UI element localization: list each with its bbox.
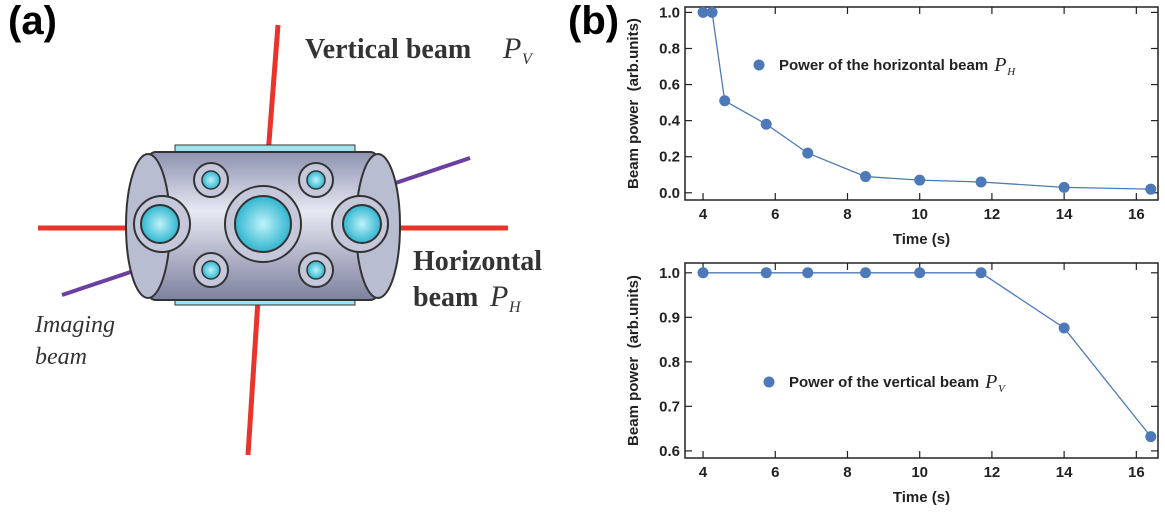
data-point [802,147,814,159]
horizontal-label: beam [413,282,478,313]
x-tick-label: 16 [1128,464,1145,481]
data-point [1145,183,1157,195]
legend-subscript: H [1006,66,1016,78]
plot-frame [684,262,1159,459]
data-point [914,267,926,279]
y-tick-label: 0.9 [659,309,680,326]
x-tick-label: 6 [771,464,779,481]
imaging-label: Imaging [34,312,115,338]
y-tick-label: 0.8 [659,354,680,371]
legend-label: Power of the horizontal beam [779,57,988,74]
data-point [1058,322,1070,334]
x-tick-label: 10 [911,206,928,223]
x-axis-label: Time (s) [893,231,950,248]
data-point [1145,431,1157,443]
series-line [703,11,1151,190]
x-tick-label: 8 [843,464,851,481]
data-point [860,267,872,279]
x-tick-label: 16 [1128,206,1145,223]
y-tick-label: 1.0 [659,265,680,282]
y-tick-label: 0.7 [659,398,680,415]
y-tick-label: 0.6 [659,77,680,94]
x-tick-label: 12 [984,206,1001,223]
legend-marker [753,59,765,71]
legend-marker [763,376,775,388]
data-point [719,95,731,107]
x-tick-label: 14 [1056,206,1073,223]
panel-label: (a) [8,0,57,43]
data-point [760,118,772,130]
x-tick-label: 4 [699,464,708,481]
y-tick-label: 0.4 [659,113,681,130]
y-tick-label: 0.6 [659,443,680,460]
panel-label: (b) [568,0,619,43]
data-point [697,6,709,18]
data-point [1058,181,1070,193]
y-axis-label: Beam power (arb.units) [625,275,642,446]
y-tick-label: 0.8 [659,40,680,57]
plot-frame [684,6,1159,201]
x-axis-label: Time (s) [893,489,950,506]
x-tick-label: 6 [771,206,779,223]
data-point [975,267,987,279]
x-tick-label: 14 [1056,464,1073,481]
legend-subscript: V [998,383,1006,395]
data-point [706,6,718,18]
series-line [703,272,1152,438]
data-point [802,267,814,279]
legend-label: Power of the vertical beam [789,374,979,391]
data-point [760,267,772,279]
x-tick-label: 4 [699,206,708,223]
y-tick-label: 0.0 [659,185,680,202]
data-point [697,267,709,279]
data-point [914,174,926,186]
legend-symbol: P [984,371,997,393]
data-point [975,176,987,188]
horizontal-label: Horizontal [413,246,542,277]
y-tick-label: 0.2 [659,149,680,166]
horizontal-subscript: H [508,299,522,316]
vertical-symbol: P [502,32,521,65]
x-tick-label: 8 [843,206,851,223]
vertical-subscript: V [522,51,534,68]
horizontal-symbol: P [489,280,508,313]
imaging-label: beam [35,344,87,370]
chamber-diagram [38,24,508,456]
x-tick-label: 12 [984,464,1001,481]
legend-symbol: P [993,54,1006,76]
y-axis-label: Beam power (arb.units) [625,18,642,189]
data-point [860,171,872,183]
x-tick-label: 10 [911,464,928,481]
vertical-label: Vertical beam [305,34,471,65]
y-tick-label: 1.0 [659,4,680,21]
